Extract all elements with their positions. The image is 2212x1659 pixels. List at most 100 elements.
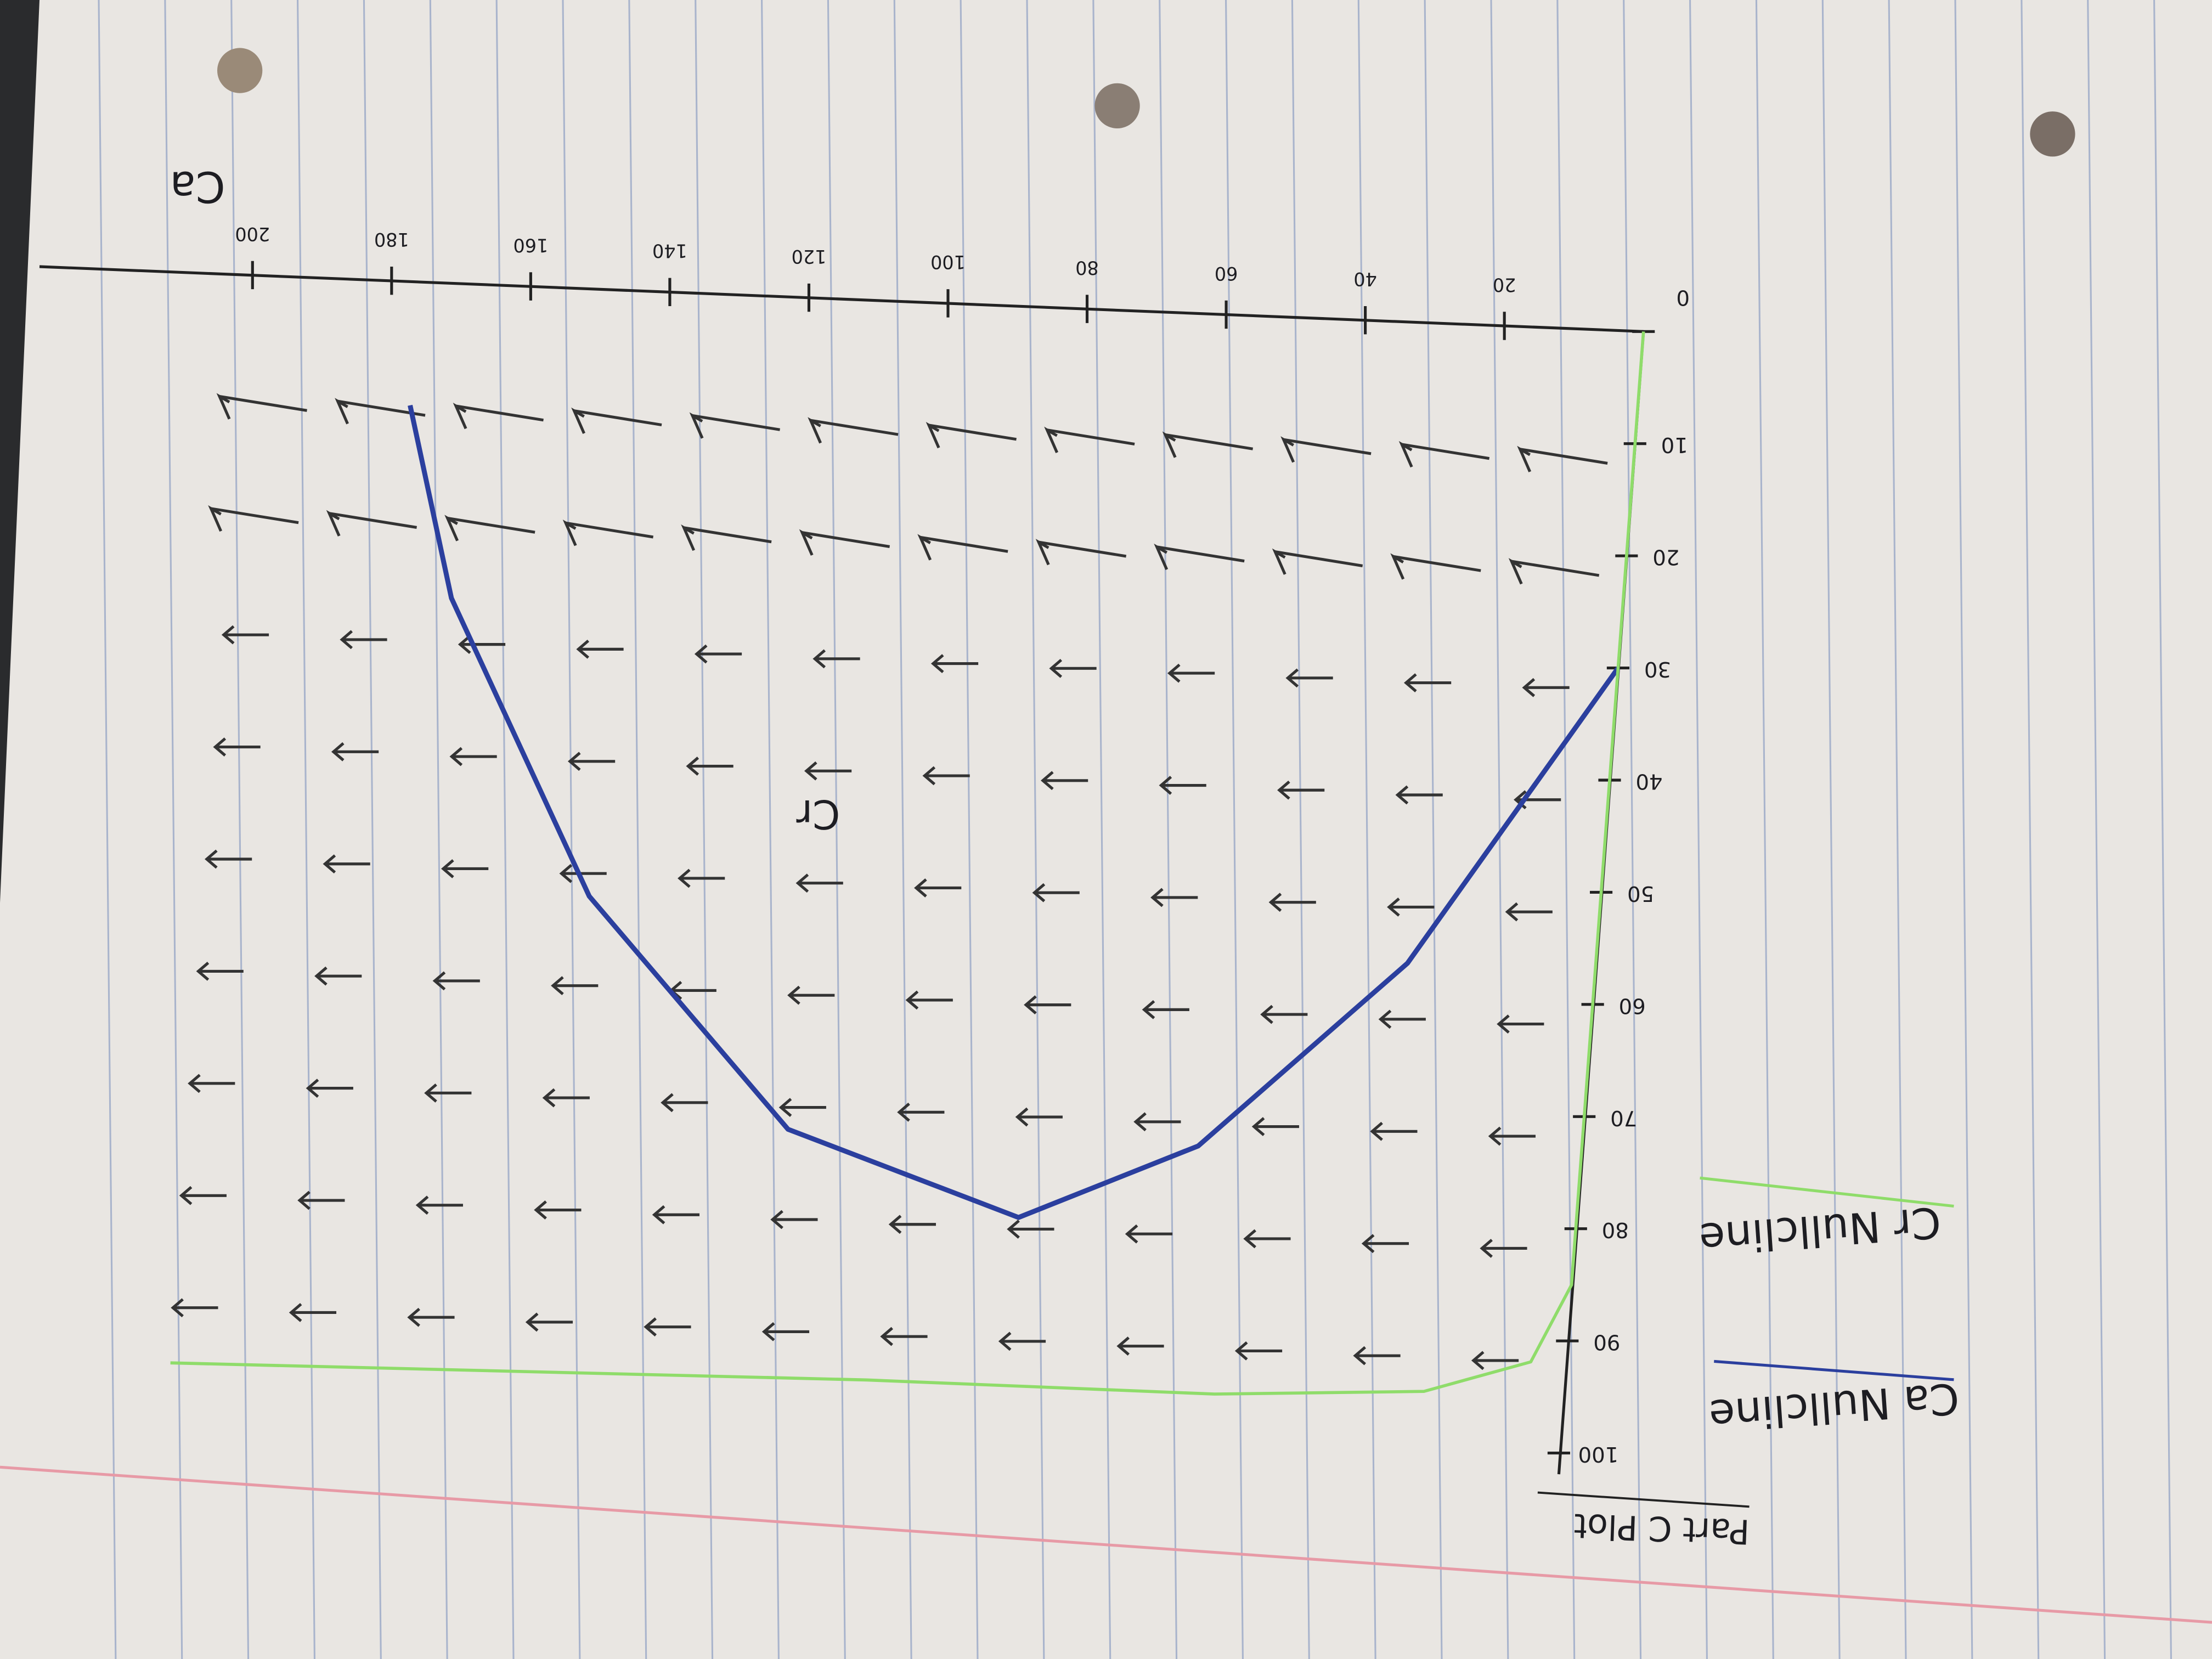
x-tick-label: 60 <box>1215 263 1238 284</box>
field-arrow <box>914 878 962 898</box>
arrow-head <box>689 412 704 439</box>
arrow-head <box>808 417 822 444</box>
field-arrow <box>661 1093 708 1113</box>
arrow-head <box>551 976 564 996</box>
field-arrow <box>221 625 269 645</box>
arrow-shaft <box>447 516 535 534</box>
x-tick-label: 200 <box>235 223 270 245</box>
arrow-head <box>1480 1239 1493 1258</box>
y-tick-label: 30 <box>1644 657 1671 681</box>
field-arrow <box>213 737 261 757</box>
field-arrow <box>216 393 307 420</box>
rule-line <box>1623 0 1642 1659</box>
field-arrow <box>449 747 497 766</box>
field-arrow <box>1251 1117 1299 1136</box>
field-arrow <box>905 990 953 1010</box>
y-tick-label: 0 <box>1676 285 1690 310</box>
arrow-shaft <box>1283 438 1372 455</box>
field-arrow <box>1522 678 1570 697</box>
arrow-head <box>1049 658 1063 678</box>
y-tick-label: 50 <box>1627 881 1654 906</box>
field-arrow <box>444 515 535 541</box>
arrow-head <box>1159 776 1172 795</box>
arrow-head <box>914 878 927 898</box>
rule-line <box>2153 0 2172 1659</box>
arrow-head <box>1260 1005 1273 1024</box>
arrow-head <box>1403 673 1417 692</box>
arrow-shaft <box>1520 448 1608 465</box>
field-arrow <box>686 757 733 776</box>
field-arrow <box>1272 548 1363 575</box>
field-arrow <box>761 1322 810 1341</box>
rule-line <box>1357 0 1376 1659</box>
field-arrow <box>1049 658 1097 678</box>
field-arrow <box>188 1074 235 1093</box>
field-arrow <box>1125 1224 1173 1244</box>
field-arrow <box>407 1307 455 1327</box>
field-arrow <box>208 505 299 532</box>
arrow-head <box>1125 1224 1138 1244</box>
field-arrow <box>171 1298 218 1318</box>
arrow-shaft <box>329 512 417 529</box>
arrow-head <box>1133 1112 1147 1132</box>
field-arrow <box>179 1186 227 1205</box>
arrow-shaft <box>574 409 662 427</box>
field-arrow <box>1142 1000 1189 1019</box>
rule-line <box>1490 0 1509 1659</box>
arrow-shaft <box>684 526 772 544</box>
arrow-head <box>525 1312 539 1332</box>
field-arrow <box>1041 771 1088 791</box>
field-arrow <box>542 1088 590 1108</box>
arrow-head <box>1395 785 1409 805</box>
arrow-head <box>407 1307 420 1327</box>
arrow-head <box>208 505 223 532</box>
arrow-head <box>1361 1234 1375 1254</box>
field-arrow <box>562 520 654 546</box>
field-arrow <box>551 976 599 996</box>
rule-line <box>960 0 979 1659</box>
arrow-head <box>571 407 585 434</box>
arrow-head <box>216 393 231 420</box>
arrow-head <box>888 1215 902 1234</box>
arrow-head <box>432 971 446 991</box>
rule-line <box>1689 0 1708 1659</box>
arrow-head <box>449 747 463 766</box>
field-arrow <box>1162 431 1254 458</box>
arrow-head <box>1167 663 1181 683</box>
field-arrow <box>799 529 890 556</box>
field-arrow <box>525 1312 573 1332</box>
arrow-head <box>196 962 210 981</box>
field-arrow <box>424 1083 472 1103</box>
arrow-head <box>681 524 696 551</box>
field-arrow <box>1395 785 1443 805</box>
field-arrow <box>1159 776 1206 795</box>
field-arrow <box>1390 553 1481 580</box>
arrow-head <box>1272 548 1286 575</box>
arrow-head <box>1370 1121 1383 1141</box>
arrow-head <box>787 985 800 1005</box>
arrow-head <box>1154 543 1169 571</box>
rule-line <box>429 0 448 1659</box>
arrow-head <box>1522 678 1536 697</box>
punch-hole <box>1094 83 1140 128</box>
arrow-head <box>1142 1000 1155 1019</box>
arrow-head <box>444 515 459 541</box>
arrow-head <box>1234 1341 1248 1361</box>
arrow-shaft <box>1401 443 1490 460</box>
field-arrow <box>204 849 252 869</box>
field-arrow <box>1285 668 1333 688</box>
x-axis <box>39 265 1644 333</box>
arrow-head <box>1116 1336 1130 1356</box>
arrow-head <box>179 1186 193 1205</box>
field-arrow <box>795 873 843 893</box>
arrow-head <box>306 1079 319 1098</box>
field-arrow <box>571 407 662 434</box>
field-arrow <box>331 742 379 761</box>
field-arrow <box>1471 1351 1519 1370</box>
rule-line <box>628 0 647 1659</box>
field-arrow <box>778 1098 826 1117</box>
field-arrow <box>289 1303 337 1322</box>
field-arrow <box>922 766 970 786</box>
y-tick-label: 20 <box>1652 545 1679 569</box>
margin-line <box>0 1465 2212 1624</box>
